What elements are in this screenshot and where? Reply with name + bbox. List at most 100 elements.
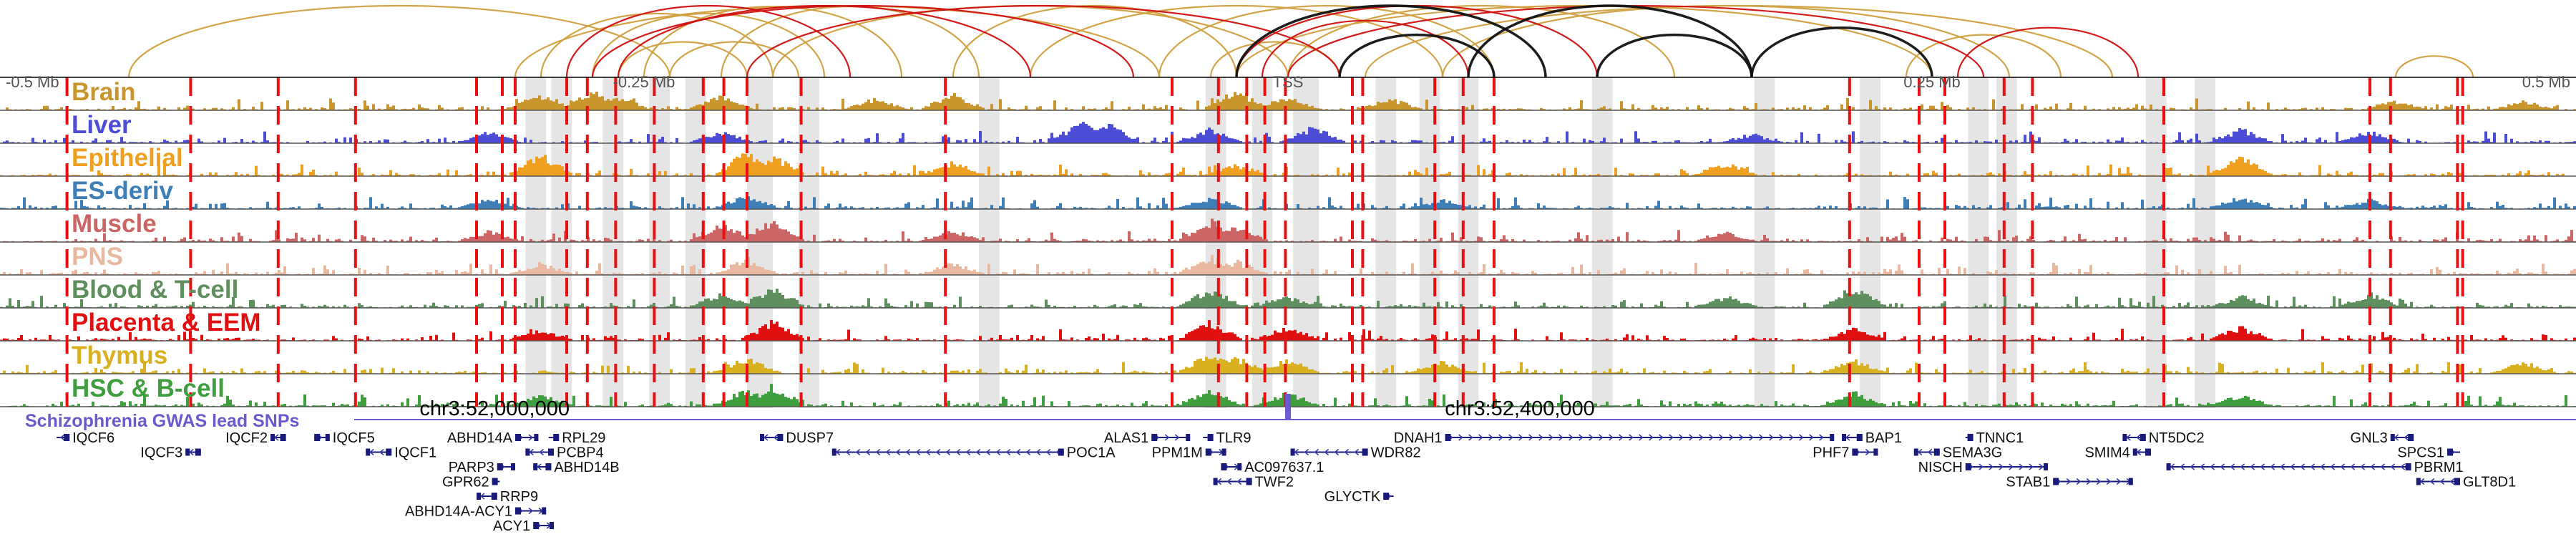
strand-arrow [925,448,931,456]
gene-exon [511,463,515,470]
track-label: Muscle [72,210,157,238]
gene-exon [1913,448,1918,456]
gene-label: NT5DC2 [2149,430,2205,446]
gray-band [2195,77,2215,408]
strand-arrow [1979,463,1984,470]
strand-arrow [1314,448,1319,456]
strand-arrow [1498,434,1503,441]
strand-arrow [1528,434,1533,441]
strand-arrow [955,448,961,456]
position-axis: -0.5 Mb -0.25 Mb TSS 0.25 Mb 0.5 Mb [0,73,2576,91]
interaction-arc [952,4,1238,78]
axis-tick-label: 0.5 Mb [2522,73,2570,91]
strand-arrow [895,448,901,456]
strand-arrow [1508,434,1513,441]
gene-exon [1383,493,1390,500]
gene-exon [545,463,552,470]
gene-exon [550,522,554,529]
gene-exon [1151,434,1158,441]
gene-exon [280,434,286,441]
strand-arrow [2180,463,2185,470]
gene-exon [2145,448,2151,456]
gene-exon [2128,478,2133,485]
gray-band [979,77,1000,408]
gene-annotation-track: IQCF6 IQCF3 IQCF2 IQCF5 IQCF1 ABHD14A RPL29PCB… [57,430,2516,534]
strand-arrow [855,448,861,456]
strand-arrow [985,448,991,456]
gene-exon [525,448,530,456]
gene-exon [386,448,392,456]
strand-arrow [1779,434,1784,441]
strand-arrow [885,448,891,456]
gene-label: TNNC1 [1976,430,2024,446]
strand-arrow [1478,434,1483,441]
gene-label: ALAS1 [1104,430,1148,446]
strand-arrow [1769,434,1774,441]
interaction-arc [1338,33,1496,78]
interaction-arc [1261,19,1470,78]
strand-arrow [2330,463,2336,470]
track-label: Placenta & EEM [72,309,261,337]
red-boundary-lines [65,77,2464,407]
strand-arrow [1649,434,1654,441]
gene-exon [2053,478,2059,485]
interaction-arc [565,4,852,78]
gene-exon [1237,463,1242,470]
strand-arrow [2230,463,2235,470]
gene-label: SMIM4 [2084,445,2129,461]
gene-exon [1058,448,1064,456]
gene-exon [777,434,784,441]
strand-arrow [1568,434,1574,441]
gray-band [799,77,819,408]
strand-arrow [2019,463,2024,470]
strand-arrow [1354,448,1360,456]
gray-band [525,77,547,408]
gene-exon [760,434,764,441]
strand-arrow [845,448,851,456]
interaction-arc [1364,4,2114,78]
strand-arrow [2210,463,2215,470]
signal-brain [0,92,2576,110]
interaction-arc [591,4,1135,78]
gene-exon [515,507,521,515]
strand-arrow [1809,434,1814,441]
interaction-arc [127,4,671,78]
strand-arrow [1619,434,1624,441]
gene-exon [195,448,201,456]
signal-placenta-eem [0,320,2576,341]
interaction-arc [1287,4,1676,78]
strand-arrow [1659,434,1664,441]
gene-label: GNL3 [2351,430,2388,446]
gene-label: STAB1 [2006,475,2050,490]
interaction-arc [746,4,1341,78]
signal-thymus [0,357,2576,374]
gene-label: GLT8D1 [2463,475,2516,490]
strand-arrow [1819,434,1824,441]
gene-exon [1205,448,1211,456]
strand-arrow [2449,478,2455,485]
gene-exon [2166,463,2171,470]
axis-tick-label: TSS [1273,73,1304,91]
signal-blood-t-cell [0,289,2576,308]
gene-exon [548,448,554,456]
gray-band [1419,77,1440,408]
gene-exon [1933,448,1940,456]
strand-arrow [1629,434,1634,441]
gene-label: IQCF2 [225,430,268,446]
track-labels: Brain Liver Epithelial ES-deriv Muscle PNS Blo… [72,78,261,402]
strand-arrow [1729,434,1734,441]
signal-tracks [0,92,2576,407]
strand-arrow [1005,448,1011,456]
gene-exon [1213,478,1218,485]
gene-label: PARP3 [449,460,494,475]
gene-exon [1221,463,1227,470]
gene-exon [2132,448,2137,456]
strand-arrow [773,434,779,441]
strand-arrow [2320,463,2326,470]
gene-exon [497,463,503,470]
strand-arrow [1799,434,1804,441]
gene-exon [533,463,538,470]
gray-band [685,77,706,408]
gene-exon [1186,434,1191,441]
gene-label: TWF2 [1255,475,1294,490]
